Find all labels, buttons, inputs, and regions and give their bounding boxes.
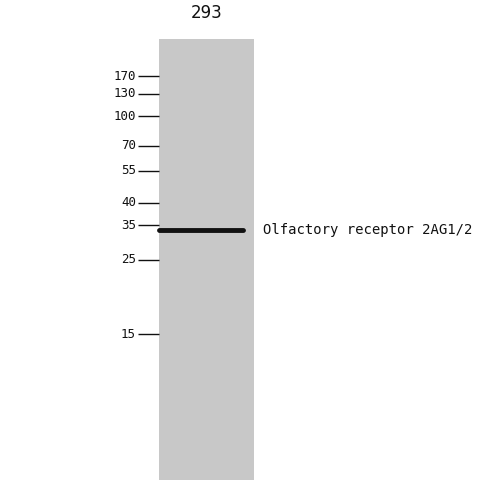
Text: 130: 130 bbox=[114, 87, 136, 100]
Text: 35: 35 bbox=[121, 218, 136, 232]
Text: 170: 170 bbox=[114, 70, 136, 83]
Bar bbox=[158, 39, 254, 480]
Text: 15: 15 bbox=[121, 328, 136, 340]
Text: Olfactory receptor 2AG1/2: Olfactory receptor 2AG1/2 bbox=[263, 223, 472, 237]
Text: 70: 70 bbox=[121, 139, 136, 152]
Text: 55: 55 bbox=[121, 164, 136, 177]
Text: 100: 100 bbox=[114, 110, 136, 122]
Text: 40: 40 bbox=[121, 196, 136, 209]
Text: 25: 25 bbox=[121, 253, 136, 266]
Text: 293: 293 bbox=[190, 4, 222, 22]
